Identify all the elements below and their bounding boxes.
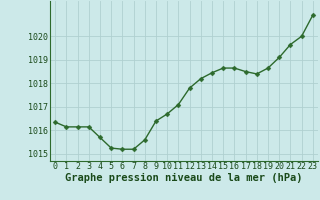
X-axis label: Graphe pression niveau de la mer (hPa): Graphe pression niveau de la mer (hPa) bbox=[65, 173, 303, 183]
